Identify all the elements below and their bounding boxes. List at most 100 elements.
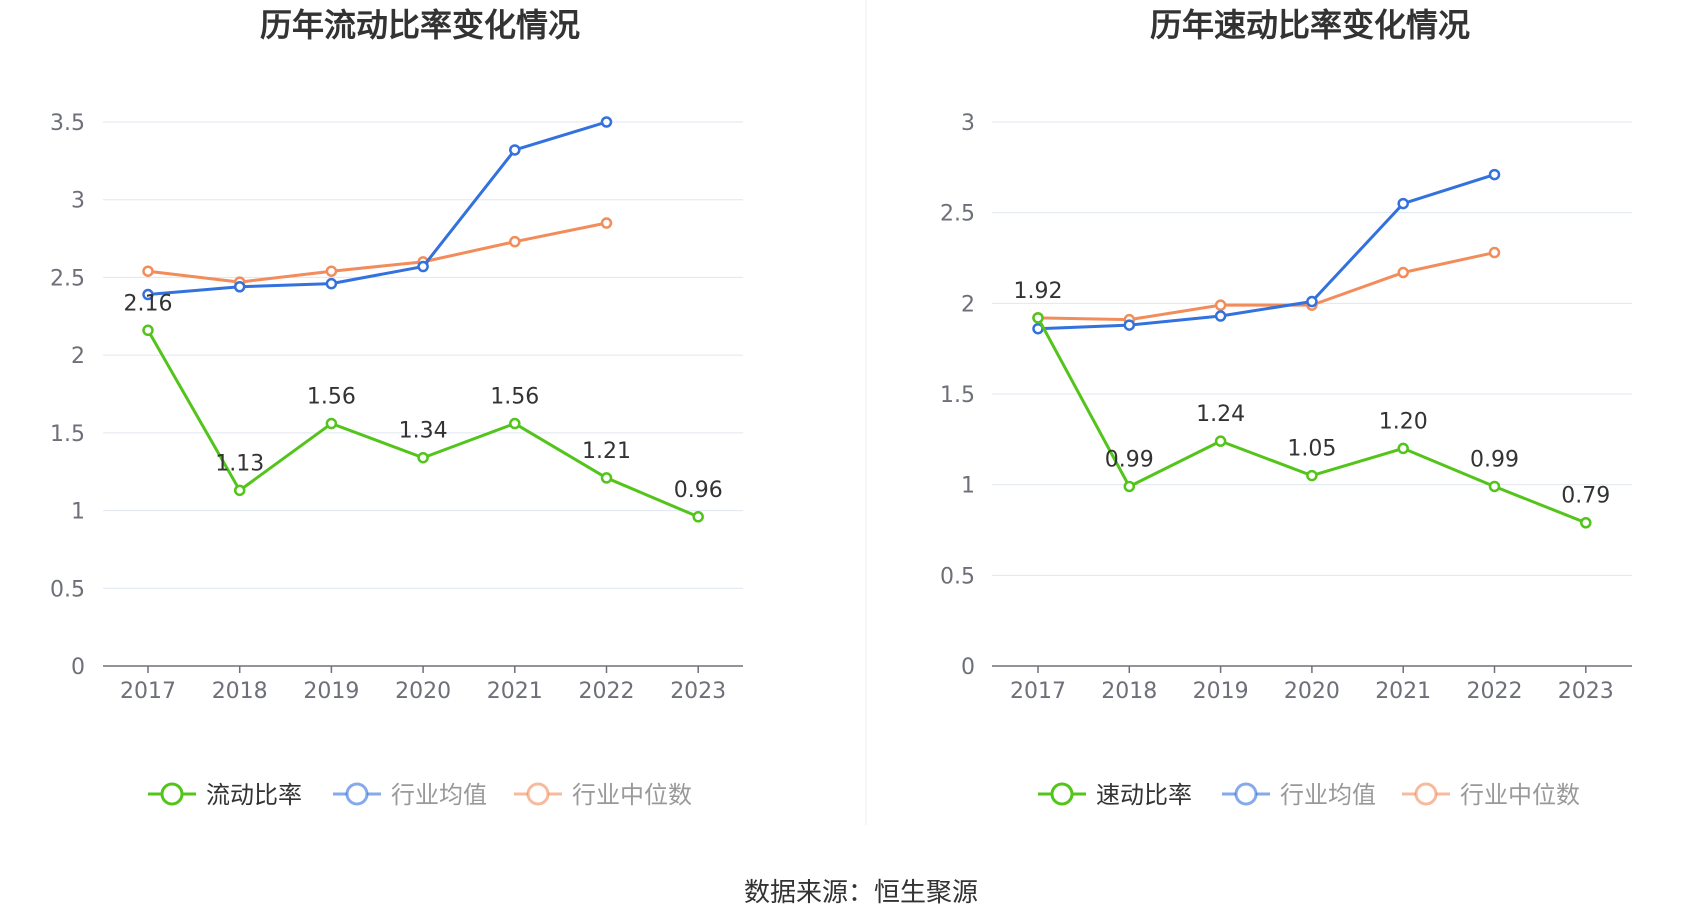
x-tick-label: 2022 [1467,679,1523,704]
y-tick-label: 1 [71,500,85,525]
y-tick-label: 1.5 [940,383,975,408]
data-point[interactable] [1032,312,1044,324]
legend-marker [1050,782,1074,806]
y-tick-label: 2.5 [940,202,975,227]
legend-label: 行业均值 [391,781,487,809]
current-ratio-chart: 历年流动比率变化情况 0 0.5 1 1.5 2 2.5 3 3.5 2017 2018 2019 20… [50,6,743,809]
legend-label: 速动比率 [1096,781,1192,809]
legend-item[interactable]: 速动比率 [1038,781,1192,809]
legend-label: 行业中位数 [572,781,692,809]
data-point[interactable] [417,260,429,273]
data-point[interactable] [600,472,613,484]
data-source-text: 数据来源：恒生聚源 [744,878,978,908]
x-tick-label: 2020 [395,679,451,704]
legend-label: 流动比率 [206,781,302,809]
data-label: 1.56 [490,385,539,410]
data-label: 0.99 [1105,447,1154,472]
x-tick-label: 2022 [579,679,635,704]
y-tick-label: 1.5 [50,422,85,447]
y-tick-label: 0 [71,655,85,680]
data-point[interactable] [1488,246,1501,259]
chart-title: 历年速动比率变化情况 [1150,6,1470,44]
data-point[interactable] [417,451,429,464]
x-tick-label: 2023 [1558,679,1614,704]
legend-marker [345,782,369,806]
data-point[interactable] [600,217,613,229]
data-label: 1.21 [582,439,631,464]
data-point[interactable] [233,281,246,293]
x-tick-label: 2019 [1193,679,1249,704]
series-line [1037,173,1495,331]
data-point[interactable] [509,144,521,156]
legend-marker [1234,782,1258,806]
data-label: 0.99 [1470,447,1519,472]
legend-marker [1414,782,1438,806]
legend-label: 行业中位数 [1460,781,1580,809]
data-point[interactable] [1306,295,1318,308]
legend-marker [526,782,550,806]
data-point[interactable] [509,235,521,248]
x-tick-label: 2020 [1284,679,1340,704]
data-label: 1.05 [1287,437,1336,462]
y-tick-label: 1 [961,474,975,499]
y-tick-label: 0.5 [50,577,85,602]
x-tick-label: 2021 [1375,679,1431,704]
series-line [147,221,607,284]
series-line [147,120,607,297]
data-point[interactable] [1214,299,1227,311]
data-point[interactable] [325,417,338,430]
legend-item[interactable]: 行业均值 [1222,781,1376,809]
data-point[interactable] [1488,168,1501,181]
x-tick-label: 2019 [303,679,359,704]
chart-title: 历年流动比率变化情况 [260,6,580,44]
data-point[interactable] [1397,266,1409,279]
x-tick-label: 2018 [212,679,268,704]
series-line [1037,251,1495,322]
legend-item[interactable]: 行业均值 [333,781,487,809]
data-point[interactable] [325,265,338,277]
series-line [1036,317,1587,525]
data-point[interactable] [1397,442,1409,455]
data-label: 1.24 [1196,402,1245,427]
y-tick-label: 3 [71,189,85,214]
data-label: 1.13 [215,451,264,476]
data-point[interactable] [233,484,246,497]
data-point[interactable] [1123,480,1136,493]
x-tick-label: 2017 [1010,679,1066,704]
data-point[interactable] [1397,197,1409,210]
legend-item[interactable]: 行业中位数 [514,781,692,809]
data-label: 1.92 [1014,279,1063,304]
x-tick-label: 2021 [487,679,543,704]
y-tick-label: 0 [961,655,975,680]
data-point[interactable] [1488,480,1501,493]
data-label: 0.96 [674,478,723,503]
data-point[interactable] [1214,310,1227,322]
x-tick-label: 2018 [1101,679,1157,704]
y-tick-label: 3 [961,111,975,136]
y-tick-label: 2 [71,344,85,369]
data-point[interactable] [692,511,704,523]
legend-item[interactable]: 行业中位数 [1402,781,1580,809]
data-point[interactable] [1306,469,1318,482]
quick-ratio-chart: 历年速动比率变化情况 0 0.5 1 1.5 2 2.5 3 2017 2018 2019 2020 2… [940,6,1632,809]
legend-item[interactable]: 流动比率 [148,781,302,809]
x-tick-label: 2017 [120,679,176,704]
legend-marker [160,782,184,806]
data-point[interactable] [509,417,521,430]
data-point[interactable] [325,277,338,290]
data-point[interactable] [1123,319,1136,331]
data-point[interactable] [1214,435,1227,447]
data-point[interactable] [1580,516,1592,529]
data-label: 1.56 [307,385,356,410]
data-point[interactable] [142,288,154,301]
legend-label: 行业均值 [1280,781,1376,809]
data-point[interactable] [142,265,154,277]
y-tick-label: 2 [961,292,975,317]
data-label: 1.20 [1379,409,1428,434]
data-point[interactable] [142,324,154,337]
data-point[interactable] [600,116,613,128]
y-tick-label: 3.5 [50,111,85,136]
y-tick-label: 2.5 [50,266,85,291]
